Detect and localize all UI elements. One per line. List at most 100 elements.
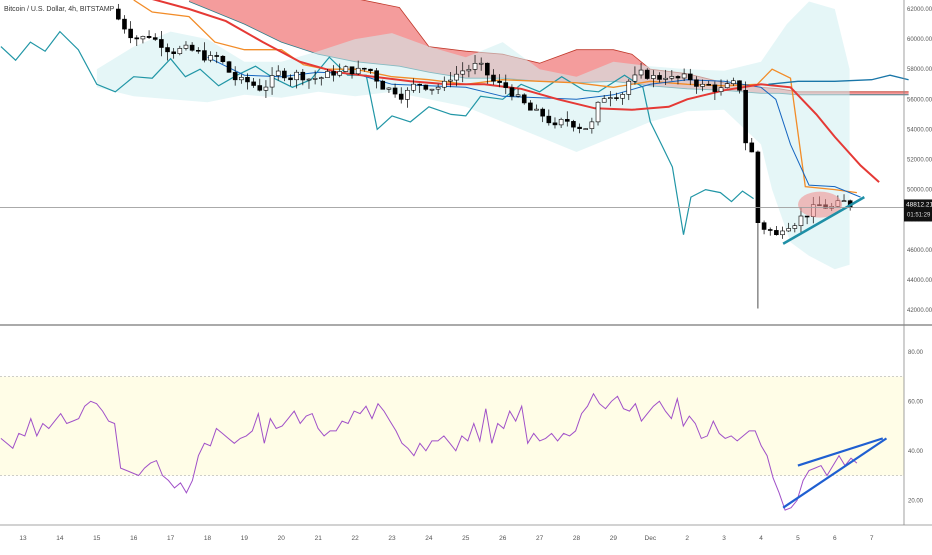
candle-body[interactable] (608, 97, 613, 99)
candle-body[interactable] (509, 87, 515, 97)
candle-body[interactable] (454, 73, 459, 81)
candlestick-series[interactable] (116, 3, 853, 309)
candle-body[interactable] (737, 80, 742, 91)
candle-body[interactable] (380, 80, 386, 90)
candle-body[interactable] (460, 70, 466, 75)
candle-body[interactable] (300, 71, 306, 81)
candle-body[interactable] (558, 119, 564, 126)
candle-body[interactable] (694, 79, 699, 87)
candle-body[interactable] (546, 115, 552, 124)
candle-body[interactable] (220, 55, 226, 62)
candle-body[interactable] (423, 84, 429, 90)
candle-body[interactable] (515, 94, 521, 97)
candle-body[interactable] (478, 62, 484, 65)
candle-body[interactable] (183, 44, 189, 49)
candle-body[interactable] (540, 108, 545, 117)
candle-body[interactable] (761, 222, 767, 230)
candle-body[interactable] (681, 73, 687, 79)
candle-body[interactable] (195, 49, 201, 52)
candle-body[interactable] (552, 122, 558, 126)
candle-body[interactable] (731, 80, 736, 84)
candle-body[interactable] (749, 142, 755, 153)
candle-body[interactable] (257, 85, 263, 91)
candle-body[interactable] (589, 121, 595, 129)
candle-body[interactable] (644, 69, 650, 79)
candle-body[interactable] (208, 55, 213, 61)
candle-body[interactable] (755, 151, 761, 223)
candle-body[interactable] (226, 61, 232, 73)
candle-body[interactable] (282, 70, 287, 79)
candle-body[interactable] (743, 89, 748, 144)
candle-body[interactable] (767, 229, 773, 231)
candle-body[interactable] (491, 74, 496, 82)
candle-body[interactable] (534, 108, 539, 111)
candle-body[interactable] (165, 47, 170, 53)
candle-body[interactable] (306, 78, 312, 81)
candle-body[interactable] (325, 71, 330, 78)
candle-body[interactable] (669, 76, 675, 79)
candle-body[interactable] (122, 18, 127, 30)
candle-body[interactable] (337, 71, 343, 76)
candle-body[interactable] (780, 230, 785, 236)
candle-body[interactable] (429, 88, 435, 91)
candle-body[interactable] (140, 36, 146, 40)
candle-body[interactable] (405, 89, 410, 100)
candle-body[interactable] (411, 83, 416, 91)
candle-body[interactable] (577, 126, 582, 129)
candle-body[interactable] (583, 128, 589, 130)
candle-body[interactable] (804, 215, 810, 218)
candle-body[interactable] (368, 68, 373, 72)
candle-body[interactable] (503, 82, 509, 88)
candle-body[interactable] (485, 62, 490, 76)
candle-body[interactable] (657, 75, 662, 80)
candle-body[interactable] (159, 39, 164, 48)
candle-body[interactable] (202, 50, 207, 61)
candle-body[interactable] (448, 79, 453, 82)
candle-body[interactable] (521, 94, 527, 104)
candle-body[interactable] (614, 97, 619, 99)
candle-body[interactable] (632, 74, 638, 82)
candle-body[interactable] (312, 78, 318, 80)
candle-body[interactable] (441, 80, 447, 88)
candle-body[interactable] (792, 225, 798, 229)
candle-body[interactable] (116, 8, 121, 20)
candle-body[interactable] (355, 67, 361, 75)
candle-body[interactable] (620, 94, 625, 99)
candle-body[interactable] (134, 37, 140, 40)
candle-body[interactable] (786, 228, 791, 232)
candle-body[interactable] (177, 48, 183, 54)
candle-body[interactable] (152, 37, 158, 40)
candle-body[interactable] (392, 87, 398, 95)
candle-body[interactable] (638, 69, 644, 76)
candle-body[interactable] (263, 86, 269, 91)
candle-body[interactable] (774, 230, 779, 236)
candle-body[interactable] (675, 76, 681, 79)
candle-body[interactable] (251, 81, 256, 86)
candle-body[interactable] (663, 77, 668, 80)
candle-body[interactable] (171, 51, 176, 54)
candle-body[interactable] (497, 80, 502, 83)
candle-body[interactable] (687, 73, 693, 81)
candle-body[interactable] (528, 102, 533, 111)
candle-body[interactable] (349, 66, 355, 75)
candle-body[interactable] (343, 66, 349, 72)
candle-body[interactable] (466, 69, 472, 72)
candle-body[interactable] (318, 77, 324, 79)
candle-body[interactable] (398, 93, 404, 100)
candle-body[interactable] (571, 121, 576, 128)
candle-body[interactable] (362, 67, 367, 70)
candle-body[interactable] (417, 83, 422, 86)
candle-body[interactable] (472, 63, 478, 70)
candle-body[interactable] (275, 70, 281, 76)
candle-body[interactable] (245, 77, 250, 83)
candle-body[interactable] (798, 215, 804, 227)
candle-body[interactable] (712, 84, 718, 92)
candle-body[interactable] (189, 44, 195, 51)
candle-body[interactable] (331, 71, 336, 76)
candle-body[interactable] (374, 70, 379, 82)
candle-body[interactable] (269, 75, 275, 88)
candle-body[interactable] (651, 75, 656, 79)
candle-body[interactable] (564, 119, 570, 122)
